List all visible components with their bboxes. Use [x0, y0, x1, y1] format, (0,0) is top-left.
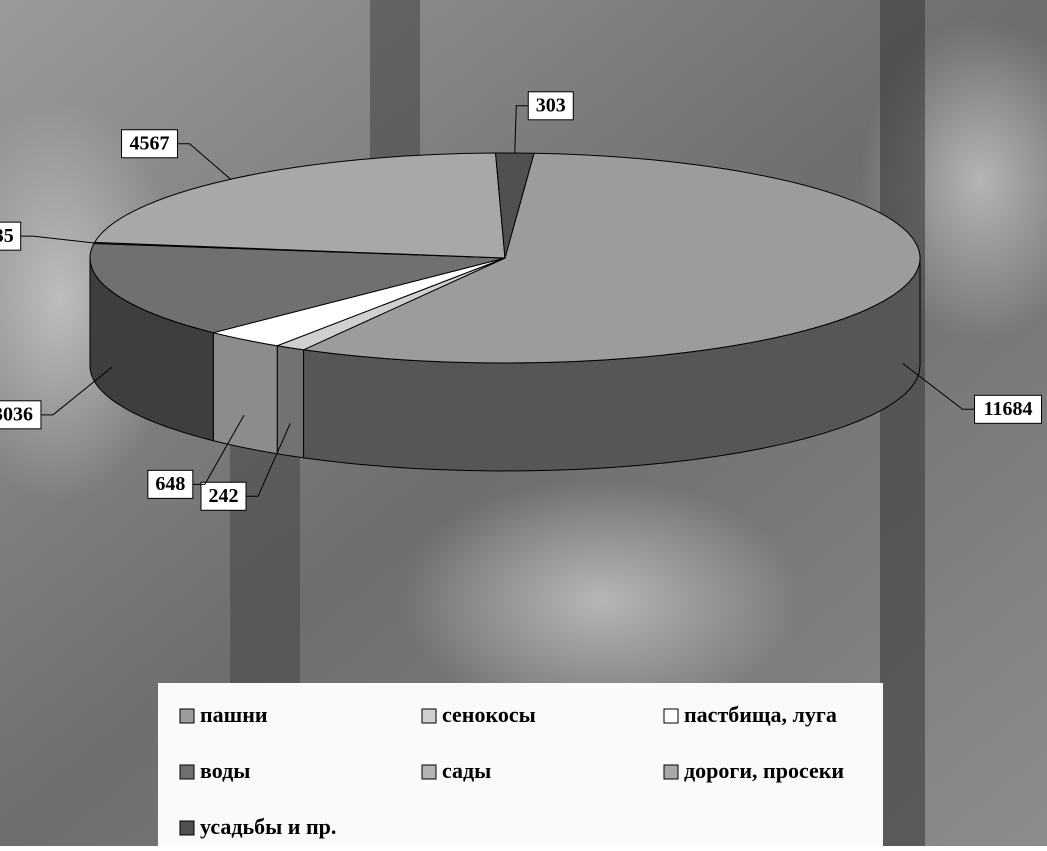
chart: 11684 242 648 3036 35 4567 303 пашни сенокосы па…	[0, 0, 1047, 846]
legend-label: дороги, просеки	[684, 758, 844, 783]
legend-label: воды	[200, 758, 250, 783]
slice-side	[213, 333, 277, 454]
legend-swatch	[664, 765, 678, 779]
value-label: 303	[536, 94, 566, 116]
legend-swatch	[180, 765, 194, 779]
value-label: 648	[155, 473, 185, 495]
value-label: 11684	[984, 398, 1033, 420]
legend-label: сенокосы	[442, 702, 536, 727]
value-label: 242	[209, 485, 239, 507]
value-label: 35	[0, 225, 14, 247]
legend-swatch	[180, 821, 194, 835]
legend-swatch	[422, 765, 436, 779]
legend-label: сады	[442, 758, 491, 783]
legend-swatch	[180, 709, 194, 723]
value-label: 4567	[130, 132, 170, 154]
legend-swatch	[664, 709, 678, 723]
legend-swatch	[422, 709, 436, 723]
slice-side	[277, 346, 303, 458]
legend-label: усадьбы и пр.	[200, 814, 336, 839]
legend-label: пашни	[200, 702, 268, 727]
legend-label: пастбища, луга	[684, 702, 837, 727]
value-label: 3036	[0, 403, 33, 425]
